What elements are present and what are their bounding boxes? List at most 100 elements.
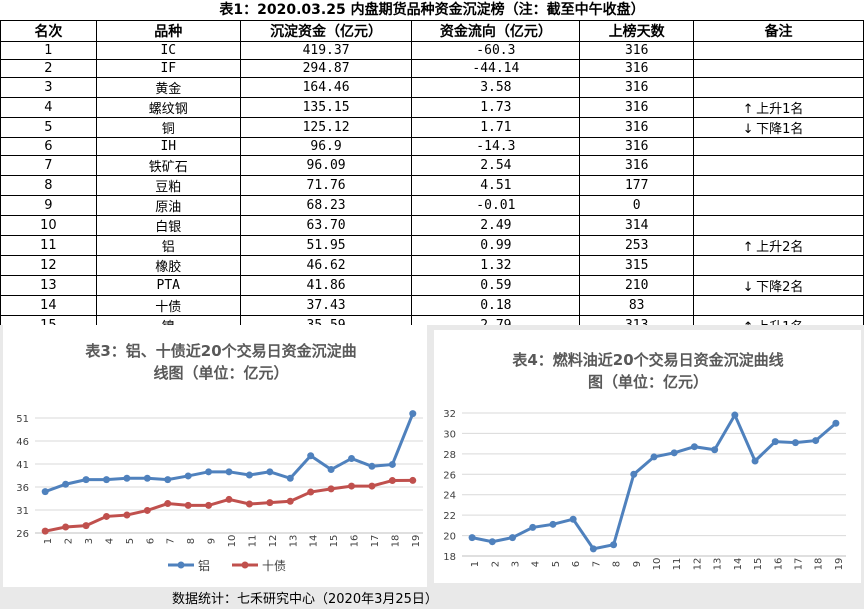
header-note: 备注 (693, 20, 864, 42)
flow-cell: -0.01 (411, 195, 581, 216)
note-cell (693, 255, 864, 276)
name-cell: 白银 (95, 215, 241, 236)
table-row: 7 铁矿石 96.09 2.54 316 (0, 155, 864, 176)
x-tick-label: 7 (591, 561, 602, 567)
data-point (509, 534, 517, 542)
data-point (327, 466, 335, 474)
data-point (529, 523, 537, 531)
name-cell: 十债 (95, 295, 241, 316)
x-tick-label: 12 (268, 535, 279, 548)
series-line (471, 411, 837, 551)
data-point (82, 476, 90, 484)
data-point (670, 449, 678, 457)
fund-cell: 71.76 (239, 175, 413, 196)
rank-cell: 2 (0, 59, 97, 78)
table-row: 3 黄金 164.46 3.58 316 (0, 77, 864, 98)
table-title: 表1：2020.03.25 内盘期货品种资金沉淀榜（注：截至中午收盘） (0, 0, 864, 20)
header-fund: 沉淀资金（亿元） (239, 20, 413, 42)
data-point (184, 501, 192, 509)
data-point (102, 512, 110, 520)
rank-cell: 13 (0, 275, 97, 296)
data-point (610, 541, 618, 549)
days-cell: 315 (579, 255, 695, 276)
data-point (245, 471, 253, 479)
table-header-row: 名次 品种 沉淀资金（亿元） 资金流向（亿元） 上榜天数 备注 (0, 20, 864, 42)
fund-cell: 41.86 (239, 275, 413, 296)
flow-cell: 1.71 (411, 117, 581, 138)
days-cell: 316 (579, 137, 695, 156)
data-point (630, 470, 638, 478)
table-row: 12 橡胶 46.62 1.32 315 (0, 255, 864, 276)
rank-cell: 8 (0, 175, 97, 196)
name-cell: IH (95, 137, 241, 156)
flow-cell: 3.58 (411, 77, 581, 98)
fund-cell: 96.9 (239, 137, 413, 156)
name-cell: IC (95, 41, 241, 60)
table-row: 8 豆粕 71.76 4.51 177 (0, 175, 864, 196)
x-tick-label: 18 (814, 558, 825, 571)
x-tick-label: 18 (390, 535, 401, 548)
days-cell: 316 (579, 97, 695, 118)
days-cell: 177 (579, 175, 695, 196)
data-point (123, 511, 131, 519)
x-tick-label: 9 (632, 561, 643, 567)
x-tick-label: 19 (411, 535, 422, 548)
x-tick-label: 2 (64, 538, 75, 544)
data-point (205, 501, 213, 509)
note-cell: ↑ 上升2名 (693, 235, 864, 256)
x-tick-label: 2 (490, 561, 501, 567)
data-point (307, 452, 315, 460)
x-tick-label: 11 (672, 558, 683, 571)
fund-cell: 294.87 (239, 59, 413, 78)
fund-cell: 164.46 (239, 77, 413, 98)
data-point (41, 527, 49, 535)
x-tick-label: 6 (571, 561, 582, 567)
y-tick-label: 41 (16, 460, 29, 471)
x-tick-label: 9 (207, 538, 218, 544)
x-tick-label: 1 (43, 538, 54, 544)
table-row: 6 IH 96.9 -14.3 316 (0, 137, 864, 156)
arrow-down-icon: ↓ (742, 122, 754, 137)
x-tick-label: 17 (793, 558, 804, 571)
legend-marker (241, 561, 249, 569)
data-point (184, 472, 192, 480)
flow-cell: 0.59 (411, 275, 581, 296)
rank-cell: 4 (0, 97, 97, 118)
fund-cell: 419.37 (239, 41, 413, 60)
data-point (409, 410, 417, 418)
name-cell: 原油 (95, 195, 241, 216)
days-cell: 316 (579, 59, 695, 78)
name-cell: PTA (95, 275, 241, 296)
data-point (812, 437, 820, 445)
table-row: 10 白银 63.70 2.49 314 (0, 215, 864, 236)
data-point (123, 474, 131, 482)
note-cell (693, 155, 864, 176)
data-point (245, 500, 253, 508)
note-text: 下降1名 (756, 122, 804, 137)
y-tick-label: 46 (16, 437, 29, 448)
note-cell (693, 77, 864, 98)
data-point (711, 446, 719, 454)
data-point (348, 454, 356, 462)
rank-cell: 7 (0, 155, 97, 176)
fund-cell: 51.95 (239, 235, 413, 256)
data-point (791, 439, 799, 447)
arrow-down-icon: ↓ (742, 280, 754, 295)
data-point (650, 453, 658, 461)
note-cell (693, 41, 864, 60)
fund-cell: 46.62 (239, 255, 413, 276)
y-tick-label: 20 (443, 532, 456, 543)
rank-cell: 1 (0, 41, 97, 60)
table-row: 9 原油 68.23 -0.01 0 (0, 195, 864, 216)
x-tick-label: 4 (104, 538, 115, 544)
data-point (409, 476, 417, 484)
table-row: 11 铝 51.95 0.99 253 ↑ 上升2名 (0, 235, 864, 256)
note-cell (693, 195, 864, 216)
flow-cell: 1.32 (411, 255, 581, 276)
data-point (348, 482, 356, 490)
note-cell: ↓ 下降1名 (693, 117, 864, 138)
y-tick-label: 24 (443, 491, 456, 502)
note-cell (693, 295, 864, 316)
x-tick-label: 8 (186, 538, 197, 544)
fund-cell: 63.70 (239, 215, 413, 236)
